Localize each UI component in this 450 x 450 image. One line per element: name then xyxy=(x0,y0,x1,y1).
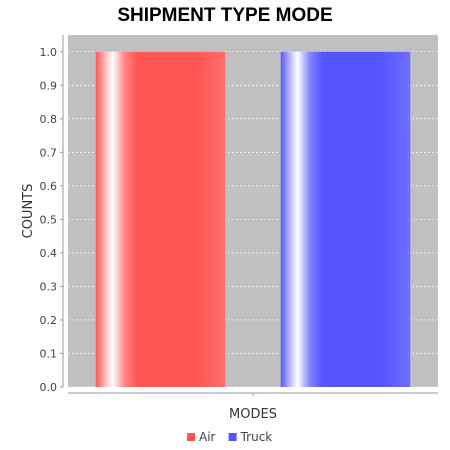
bar-truck xyxy=(280,51,411,388)
y-tick-label: 0.7 xyxy=(40,146,58,159)
y-tick-label: 0.3 xyxy=(40,280,58,293)
legend-label-air: Air xyxy=(199,430,216,444)
y-tick-label: 0.2 xyxy=(40,314,58,327)
y-tick-label: 0.6 xyxy=(40,180,58,193)
y-tick-label: 0.5 xyxy=(40,213,58,226)
y-tick-label: 0.9 xyxy=(40,79,58,92)
y-axis: 0.0 0.1 0.2 0.3 0.4 0.5 0.6 0.7 0.8 0.9 1.0 xyxy=(40,35,64,394)
legend-swatch-truck xyxy=(228,433,237,441)
y-tick-label: 0.1 xyxy=(40,347,58,360)
y-tick-label: 0.0 xyxy=(40,381,58,394)
legend-label-truck: Truck xyxy=(240,430,273,444)
legend: Air Truck xyxy=(187,430,272,444)
y-axis-label: COUNTS xyxy=(21,184,36,239)
legend-swatch-air xyxy=(187,433,195,441)
chart-title: SHIPMENT TYPE MODE xyxy=(117,5,332,26)
bars xyxy=(95,51,411,388)
y-tick-label: 1.0 xyxy=(40,46,58,59)
bar-air xyxy=(95,51,226,388)
y-tick-label: 0.8 xyxy=(40,113,58,126)
y-tick-label: 0.4 xyxy=(40,247,58,260)
x-axis-label: MODES xyxy=(229,407,277,422)
